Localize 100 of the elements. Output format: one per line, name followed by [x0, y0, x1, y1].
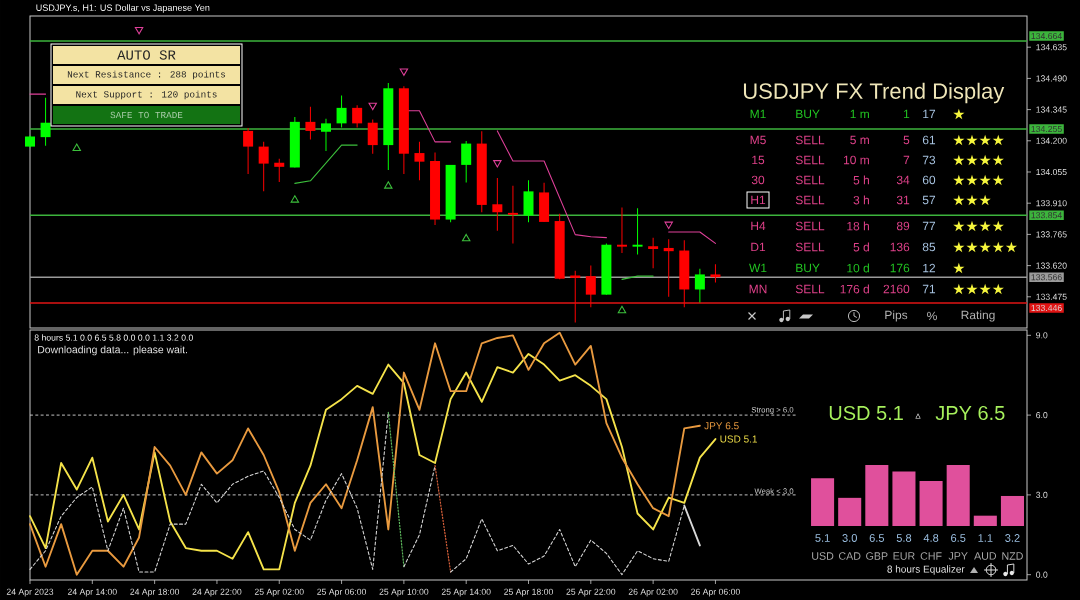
ref-line-label: 134.664: [1031, 32, 1062, 40]
candlestick: [476, 130, 487, 213]
category-label: 15: [752, 155, 765, 165]
annotation: Rating: [961, 310, 995, 322]
candlestick: [461, 140, 472, 184]
annotation: ★★★★: [953, 174, 1004, 186]
category-label: H1: [751, 195, 766, 205]
annotation: 77: [922, 221, 936, 231]
annotation: SAFE TO TRADE: [110, 111, 183, 119]
category-label: M1: [750, 109, 766, 119]
x-tick-label: 24 Apr 18:00: [130, 588, 180, 597]
candlestick: [305, 106, 316, 141]
annotation: 3 h: [853, 195, 869, 205]
annotation: BUY: [796, 263, 820, 273]
bar: [838, 497, 862, 526]
y-tick-label: 134.200: [1036, 137, 1067, 144]
category-label: D1: [751, 242, 766, 252]
chart-title: USDJPY.s, H1: US Dollar vs Japanese Yen: [36, 4, 210, 13]
series-label: JPY 6.5: [704, 422, 739, 430]
point: [134, 26, 144, 35]
data-label: 4.8: [923, 534, 939, 542]
x-tick-label: 26 Apr 02:00: [628, 588, 678, 597]
annotation: ★★★★: [953, 134, 1004, 146]
y-tick-label: 9.0: [1036, 332, 1048, 339]
bar: [892, 471, 916, 526]
ref-line-label: 133.854: [1031, 212, 1062, 219]
annotation: 2160: [883, 284, 910, 294]
point: [461, 233, 471, 242]
candlestick: [710, 263, 721, 283]
bar: [811, 478, 835, 526]
text: AUTO SR: [117, 50, 176, 60]
candlestick: [554, 213, 565, 280]
y-tick-label: 133.620: [1036, 262, 1067, 269]
x-tick-label: 25 Apr 02:00: [254, 588, 304, 597]
bar: [1000, 495, 1024, 526]
y-tick-label: 134.055: [1036, 168, 1067, 176]
annotation: 10 d: [847, 263, 869, 273]
candlestick: [523, 179, 534, 223]
annotation: Next Support : 120 points: [76, 90, 217, 100]
y-tick-label: 133.475: [1036, 293, 1067, 300]
point: [368, 102, 377, 111]
candlestick: [679, 239, 690, 308]
x-tick-label: 25 Apr 10:00: [379, 588, 429, 597]
candlestick: [40, 97, 51, 147]
candlestick: [367, 118, 378, 155]
x-tick-label: EUR: [893, 552, 915, 560]
point: [399, 68, 409, 76]
annotation: 85: [922, 242, 936, 252]
data-label: 3.0: [842, 534, 857, 542]
annotation: ★: [953, 262, 965, 274]
annotation: USD 5.1: [829, 405, 903, 421]
candlestick: [507, 185, 518, 244]
point: [290, 195, 300, 203]
point: [72, 143, 81, 151]
annotation: SELL: [795, 135, 825, 145]
candlestick: [274, 158, 285, 183]
y-tick-label: 134.345: [1036, 106, 1067, 113]
y-tick-label: 133.910: [1036, 200, 1067, 207]
series-label: USD 5.1: [720, 435, 758, 443]
text: Downloading data... please wait.: [38, 345, 187, 356]
category-label: MN: [749, 284, 767, 294]
bar: [946, 465, 970, 526]
annotation: 5 d: [853, 242, 869, 252]
candlestick: [430, 151, 441, 226]
annotation: %: [927, 311, 937, 321]
ref-line-label: 133.566: [1031, 274, 1062, 281]
candlestick: [289, 116, 300, 168]
annotation: SELL: [795, 195, 825, 205]
candlestick: [632, 207, 643, 255]
category-label: 30: [751, 175, 765, 185]
category-label: M5: [750, 135, 766, 145]
annotation: JPY 6.5: [935, 405, 1005, 421]
y-tick-label: 133.765: [1036, 231, 1067, 238]
annotation: ★★★★: [953, 283, 1004, 295]
candlestick: [320, 118, 331, 152]
annotation: 1 m: [850, 109, 869, 119]
annotation: 136: [890, 242, 910, 252]
point: [664, 221, 673, 230]
text: USDJPY FX Trend Display: [743, 82, 1005, 104]
candlestick: [585, 265, 596, 308]
candlestick: [570, 270, 581, 323]
y-tick-label: 134.490: [1036, 75, 1067, 82]
x-tick-label: AUD: [974, 552, 997, 560]
x-tick-label: 25 Apr 22:00: [566, 588, 616, 597]
annotation: 18 h: [847, 221, 869, 231]
x-tick-label: 25 Apr 18:00: [504, 588, 553, 597]
candlestick: [383, 82, 394, 171]
candlestick: [616, 207, 627, 254]
annotation: SELL: [795, 221, 825, 231]
annotation: 89: [896, 221, 910, 231]
candlestick: [601, 242, 612, 296]
annotation: BUY: [796, 109, 820, 119]
x-tick-label: USD: [812, 552, 834, 560]
data-label: 3.2: [1005, 534, 1020, 542]
annotation: Next Resistance : 288 points: [67, 70, 226, 80]
x-tick-label: 24 Apr 22:00: [192, 588, 242, 597]
x-tick-label: 24 Apr 14:00: [67, 588, 117, 597]
annotation: ★★★★: [953, 220, 1004, 232]
x-tick-label: 25 Apr 14:00: [441, 588, 491, 597]
annotation: ★: [953, 108, 965, 120]
